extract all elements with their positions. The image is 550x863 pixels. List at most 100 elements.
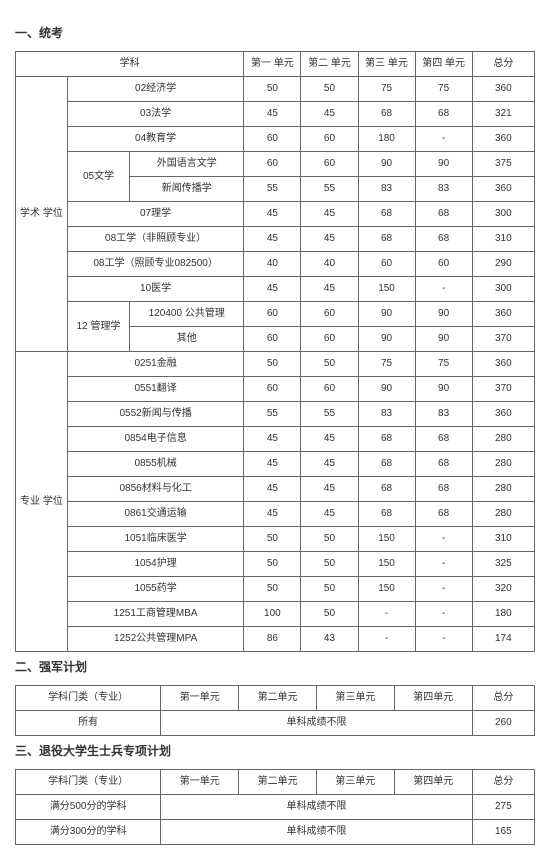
hdr-u4: 第四单元 — [394, 770, 472, 795]
cell-name: 1055药学 — [67, 577, 243, 602]
cell-u1: 100 — [244, 602, 301, 627]
cell-total: 275 — [472, 795, 534, 820]
cell-u4: 68 — [415, 477, 472, 502]
cell-u1: 60 — [244, 152, 301, 177]
table-row: 满分300分的学科 单科成绩不限 165 — [16, 820, 535, 845]
cell-u3: 75 — [358, 352, 415, 377]
cell-u4: 90 — [415, 377, 472, 402]
cell-name: 0551翻译 — [67, 377, 243, 402]
cell-u2: 45 — [301, 502, 358, 527]
table-row: 1055药学 5050150-320 — [16, 577, 535, 602]
cell-name: 08工学（非照顾专业） — [67, 227, 243, 252]
cell-u3: - — [358, 602, 415, 627]
cell-u2: 50 — [301, 602, 358, 627]
cell-u3: 60 — [358, 252, 415, 277]
cell-u4: - — [415, 627, 472, 652]
cell-name: 1251工商管理MBA — [67, 602, 243, 627]
cell-total: 180 — [472, 602, 534, 627]
cell-total: 300 — [472, 202, 534, 227]
cell-u2: 60 — [301, 377, 358, 402]
cell-u4: 68 — [415, 102, 472, 127]
cell-u4: 68 — [415, 227, 472, 252]
table-row: 0861交通运输 45456868280 — [16, 502, 535, 527]
cell-name: 07理学 — [67, 202, 243, 227]
section3-title: 三、退役大学生士兵专项计划 — [15, 742, 535, 759]
hdr-u4: 第四单元 — [394, 686, 472, 711]
table-row: 12 管理学 120400 公共管理 60 60 90 90 360 — [16, 302, 535, 327]
table-row: 08工学（非照顾专业） 45 45 68 68 310 — [16, 227, 535, 252]
cell-u4: 83 — [415, 402, 472, 427]
cell-u4: 75 — [415, 352, 472, 377]
cell-u1: 40 — [244, 252, 301, 277]
cell-name: 02经济学 — [67, 77, 243, 102]
cell-u2: 60 — [301, 152, 358, 177]
cell-u3: 83 — [358, 177, 415, 202]
cell-cond: 单科成绩不限 — [161, 820, 472, 845]
table-row: 学术 学位 02经济学 50 50 75 75 360 — [16, 77, 535, 102]
cell-total: 280 — [472, 502, 534, 527]
cell-total: 375 — [472, 152, 534, 177]
table-row: 10医学 45 45 150 - 300 — [16, 277, 535, 302]
cell-total: 310 — [472, 227, 534, 252]
cell-u1: 50 — [244, 352, 301, 377]
table-row: 07理学 45 45 68 68 300 — [16, 202, 535, 227]
cell-u1: 50 — [244, 77, 301, 102]
hdr-u3: 第三单元 — [317, 686, 395, 711]
cell-u4: 75 — [415, 77, 472, 102]
cell-u2: 60 — [301, 327, 358, 352]
subcat-12: 12 管理学 — [67, 302, 129, 352]
cell-u1: 55 — [244, 402, 301, 427]
cell-u2: 45 — [301, 477, 358, 502]
section1-title: 一、统考 — [15, 24, 535, 41]
cell-name: 0855机械 — [67, 452, 243, 477]
cat-academic: 学术 学位 — [16, 77, 68, 352]
cell-u4: - — [415, 577, 472, 602]
cell-u4: 90 — [415, 152, 472, 177]
table-header-row: 学科门类（专业） 第一单元 第二单元 第三单元 第四单元 总分 — [16, 770, 535, 795]
cell-u2: 45 — [301, 452, 358, 477]
cell-u3: 90 — [358, 152, 415, 177]
cell-u1: 55 — [244, 177, 301, 202]
hdr-total: 总分 — [472, 686, 534, 711]
table-row: 03法学 45 45 68 68 321 — [16, 102, 535, 127]
cell-name: 0251金融 — [67, 352, 243, 377]
table-row: 0552新闻与传播 55558383360 — [16, 402, 535, 427]
cell-name: 外国语言文学 — [130, 152, 244, 177]
cell-u4: 60 — [415, 252, 472, 277]
cell-name: 新闻传播学 — [130, 177, 244, 202]
cell-total: 370 — [472, 327, 534, 352]
cell-u3: 68 — [358, 502, 415, 527]
cell-u3: 150 — [358, 552, 415, 577]
cell-cond: 单科成绩不限 — [161, 711, 472, 736]
cat-professional: 专业 学位 — [16, 352, 68, 652]
cell-u4: 90 — [415, 327, 472, 352]
cell-u3: 150 — [358, 527, 415, 552]
table-tongkao: 学科 第一 单元 第二 单元 第三 单元 第四 单元 总分 学术 学位 02经济… — [15, 51, 535, 652]
table-row: 1252公共管理MPA 8643--174 — [16, 627, 535, 652]
hdr-u4: 第四 单元 — [415, 52, 472, 77]
subcat-05: 05文学 — [67, 152, 129, 202]
hdr-subject: 学科 — [16, 52, 244, 77]
table-qiangjun: 学科门类（专业） 第一单元 第二单元 第三单元 第四单元 总分 所有 单科成绩不… — [15, 685, 535, 736]
cell-u1: 86 — [244, 627, 301, 652]
table-row: 0551翻译 60609090370 — [16, 377, 535, 402]
cell-total: 165 — [472, 820, 534, 845]
hdr-total: 总分 — [472, 52, 534, 77]
cell-u4: - — [415, 277, 472, 302]
cell-u2: 45 — [301, 427, 358, 452]
cell-assistant4: 68 — [415, 452, 472, 477]
table-row: 0854电子信息 45456868280 — [16, 427, 535, 452]
cell-name: 0856材料与化工 — [67, 477, 243, 502]
cell-u3: - — [358, 627, 415, 652]
table-row: 08工学（照顾专业082500） 40 40 60 60 290 — [16, 252, 535, 277]
cell-total: 320 — [472, 577, 534, 602]
cell-u1: 45 — [244, 477, 301, 502]
cell-u3: 68 — [358, 102, 415, 127]
cell-total: 321 — [472, 102, 534, 127]
cell-total: 280 — [472, 427, 534, 452]
cell-u2: 60 — [301, 302, 358, 327]
table-row: 04教育学 60 60 180 - 360 — [16, 127, 535, 152]
cell-u2: 50 — [301, 552, 358, 577]
hdr-u1: 第一单元 — [161, 770, 239, 795]
cell-u4: 90 — [415, 302, 472, 327]
